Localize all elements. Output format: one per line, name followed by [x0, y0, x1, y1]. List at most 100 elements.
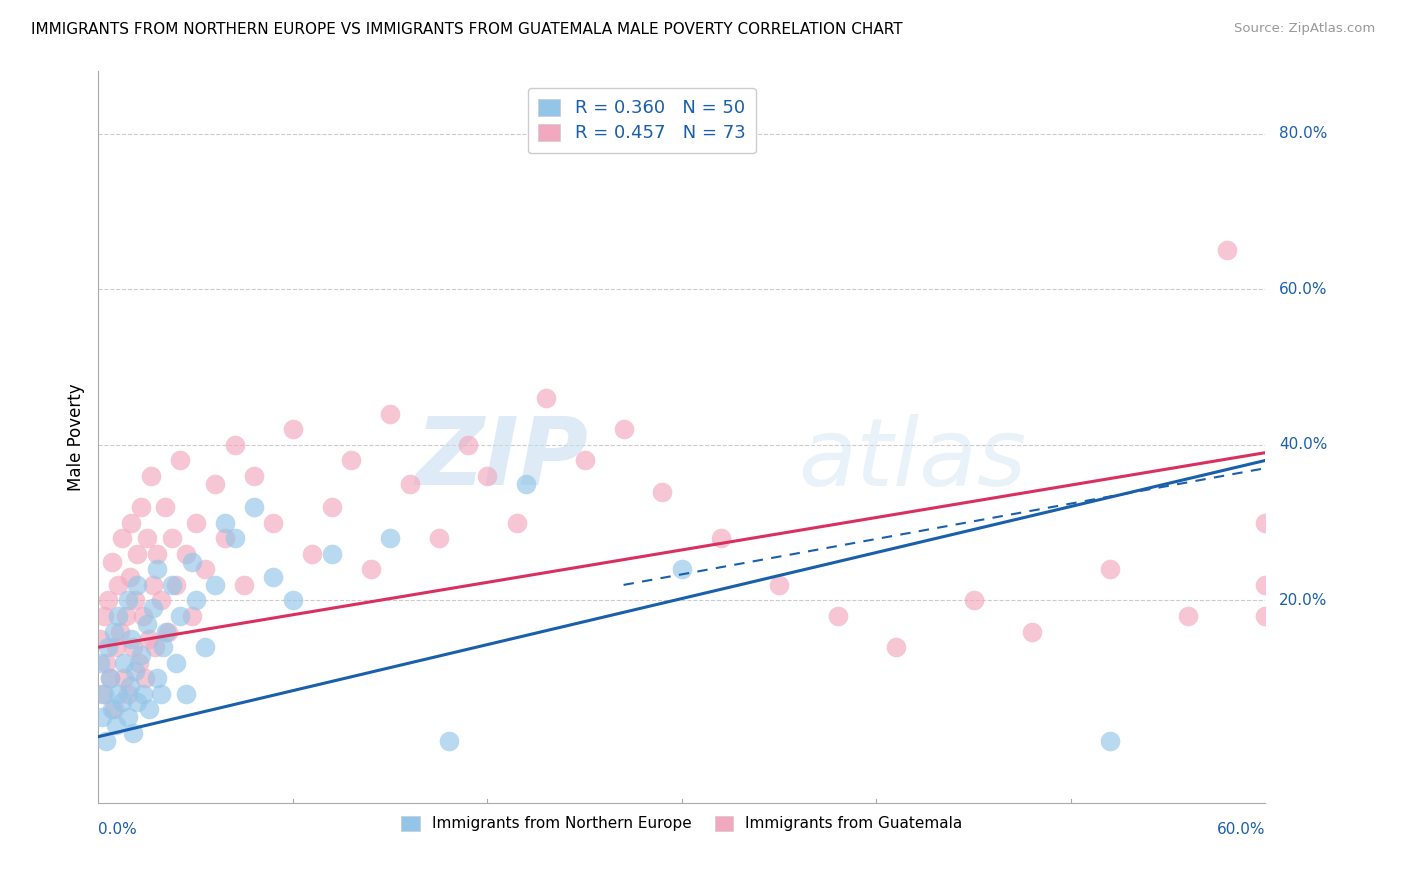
Text: IMMIGRANTS FROM NORTHERN EUROPE VS IMMIGRANTS FROM GUATEMALA MALE POVERTY CORREL: IMMIGRANTS FROM NORTHERN EUROPE VS IMMIG… — [31, 22, 903, 37]
Point — [121, 516, 143, 530]
Point — [1254, 609, 1277, 624]
Point — [768, 578, 790, 592]
Point — [149, 593, 172, 607]
Point — [101, 702, 124, 716]
Point — [124, 664, 146, 678]
Point — [108, 624, 131, 639]
Point — [827, 609, 849, 624]
Point — [96, 656, 118, 670]
Point — [162, 531, 184, 545]
Point — [477, 469, 499, 483]
Point — [180, 555, 202, 569]
Point — [93, 609, 115, 624]
Point — [98, 671, 121, 685]
Legend: Immigrants from Northern Europe, Immigrants from Guatemala: Immigrants from Northern Europe, Immigra… — [394, 808, 970, 839]
Point — [138, 702, 160, 716]
Point — [97, 640, 120, 655]
Point — [437, 733, 460, 747]
Text: 60.0%: 60.0% — [1218, 822, 1265, 838]
Point — [129, 500, 152, 515]
Point — [146, 562, 169, 576]
Text: 80.0%: 80.0% — [1279, 126, 1327, 141]
Point — [89, 656, 111, 670]
Point — [103, 702, 125, 716]
Point — [174, 687, 197, 701]
Text: 40.0%: 40.0% — [1279, 437, 1327, 452]
Point — [122, 640, 145, 655]
Point — [613, 422, 636, 436]
Point — [98, 671, 121, 685]
Point — [132, 609, 155, 624]
Point — [128, 656, 150, 670]
Point — [194, 640, 217, 655]
Y-axis label: Male Poverty: Male Poverty — [66, 384, 84, 491]
Point — [107, 578, 129, 592]
Point — [243, 500, 266, 515]
Text: 0.0%: 0.0% — [98, 822, 138, 838]
Point — [162, 578, 184, 592]
Point — [165, 578, 187, 592]
Point — [380, 531, 402, 545]
Point — [340, 453, 363, 467]
Point — [143, 640, 166, 655]
Point — [155, 624, 177, 639]
Point — [136, 531, 159, 545]
Point — [301, 547, 323, 561]
Point — [118, 679, 141, 693]
Point — [104, 640, 127, 655]
Point — [129, 648, 152, 662]
Point — [281, 422, 304, 436]
Point — [651, 484, 673, 499]
Point — [117, 593, 139, 607]
Point — [127, 578, 149, 592]
Point — [139, 469, 162, 483]
Point — [146, 671, 169, 685]
Point — [534, 391, 557, 405]
Point — [1098, 733, 1121, 747]
Point — [136, 616, 159, 631]
Point — [91, 687, 114, 701]
Point — [671, 562, 693, 576]
Point — [124, 593, 146, 607]
Point — [121, 632, 143, 647]
Point — [142, 578, 165, 592]
Point — [153, 500, 176, 515]
Point — [101, 555, 124, 569]
Point — [884, 640, 907, 655]
Text: 60.0%: 60.0% — [1279, 282, 1327, 297]
Point — [360, 562, 382, 576]
Point — [224, 531, 246, 545]
Point — [142, 601, 165, 615]
Point — [233, 578, 256, 592]
Point — [91, 710, 114, 724]
Point — [1254, 516, 1277, 530]
Point — [515, 476, 537, 491]
Point — [1021, 624, 1043, 639]
Point — [180, 609, 202, 624]
Point — [107, 687, 129, 701]
Point — [117, 710, 139, 724]
Point — [262, 570, 284, 584]
Point — [214, 516, 236, 530]
Point — [132, 687, 155, 701]
Point — [169, 453, 191, 467]
Point — [710, 531, 733, 545]
Point — [194, 562, 217, 576]
Point — [112, 656, 135, 670]
Point — [321, 500, 343, 515]
Point — [89, 632, 111, 647]
Point — [149, 687, 172, 701]
Text: Source: ZipAtlas.com: Source: ZipAtlas.com — [1234, 22, 1375, 36]
Point — [127, 695, 149, 709]
Point — [134, 671, 156, 685]
Point — [204, 578, 226, 592]
Point — [505, 516, 527, 530]
Point — [184, 516, 207, 530]
Text: ZIP: ZIP — [416, 413, 589, 505]
Point — [427, 531, 450, 545]
Point — [1254, 578, 1277, 592]
Point — [107, 609, 129, 624]
Point — [117, 687, 139, 701]
Point — [1177, 609, 1199, 624]
Text: atlas: atlas — [799, 414, 1026, 505]
